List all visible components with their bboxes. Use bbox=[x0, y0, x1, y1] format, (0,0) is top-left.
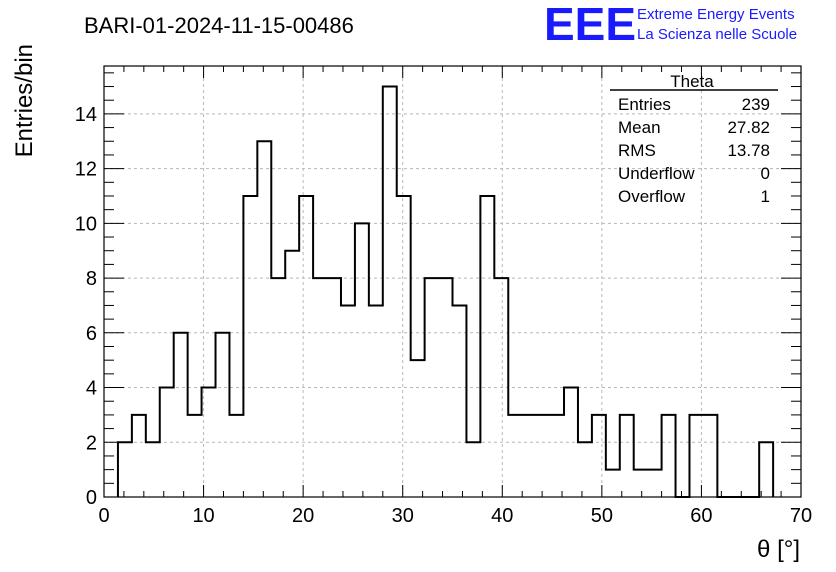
histogram-bin bbox=[216, 333, 230, 497]
stats-box: Theta Entries 239 Mean 27.82 RMS 13.78 U… bbox=[610, 72, 778, 206]
stats-label-underflow: Underflow bbox=[618, 164, 695, 183]
histogram-bin bbox=[466, 442, 480, 497]
histogram-bin bbox=[606, 470, 620, 497]
histogram-bin bbox=[118, 442, 132, 497]
histogram-bin bbox=[397, 196, 411, 497]
stats-label-mean: Mean bbox=[618, 118, 661, 137]
histogram-bin bbox=[174, 333, 188, 497]
histogram-outline bbox=[116, 85, 775, 498]
y-tick-label: 6 bbox=[86, 323, 97, 345]
histogram-bin bbox=[703, 415, 717, 497]
histogram-bin bbox=[299, 196, 313, 497]
chart-title: BARI-01-2024-11-15-00486 bbox=[84, 13, 354, 38]
histogram-bin bbox=[229, 415, 243, 497]
histogram-bin bbox=[536, 415, 550, 497]
histogram-bin bbox=[383, 87, 397, 497]
stats-value-mean: 27.82 bbox=[727, 118, 770, 137]
y-tick-label: 2 bbox=[86, 432, 97, 454]
histogram-bin bbox=[522, 415, 536, 497]
x-tick-label: 10 bbox=[192, 505, 214, 527]
histogram-bin bbox=[550, 415, 564, 497]
histogram-bin bbox=[132, 415, 146, 497]
eee-logo: EEE Extreme Energy Events La Scienza nel… bbox=[544, 0, 797, 50]
histogram-bin bbox=[759, 442, 773, 497]
stats-label-entries: Entries bbox=[618, 95, 671, 114]
histogram-bin bbox=[188, 415, 202, 497]
histogram-bin bbox=[634, 470, 648, 497]
axis-ticks bbox=[103, 66, 802, 498]
logo-line-1: Extreme Energy Events bbox=[637, 6, 795, 23]
stats-value-entries: 239 bbox=[742, 95, 770, 114]
x-tick-label: 50 bbox=[591, 505, 613, 527]
y-tick-label: 10 bbox=[75, 213, 97, 235]
histogram-bin bbox=[480, 196, 494, 497]
histogram-bin bbox=[648, 470, 662, 497]
histogram-bin bbox=[508, 415, 522, 497]
histogram-series bbox=[116, 85, 775, 498]
stats-label-overflow: Overflow bbox=[618, 187, 686, 206]
y-tick-label: 14 bbox=[75, 104, 97, 126]
histogram-bin bbox=[578, 442, 592, 497]
x-tick-label: 40 bbox=[491, 505, 513, 527]
histogram-bin bbox=[243, 196, 257, 497]
histogram-bin bbox=[146, 442, 160, 497]
histogram-bin bbox=[592, 415, 606, 497]
x-tick-label: 0 bbox=[98, 505, 109, 527]
histogram-bin bbox=[620, 415, 634, 497]
y-tick-label: 4 bbox=[86, 378, 97, 400]
x-tick-label: 30 bbox=[392, 505, 414, 527]
plot-frame bbox=[103, 65, 802, 498]
x-axis-label: θ [°] bbox=[757, 536, 800, 563]
logo-line-2: La Scienza nelle Scuole bbox=[637, 26, 797, 43]
x-tick-label: 70 bbox=[790, 505, 812, 527]
x-tick-label: 20 bbox=[292, 505, 314, 527]
histogram-bin bbox=[662, 415, 676, 497]
stats-title: Theta bbox=[670, 72, 714, 91]
histogram-bin bbox=[453, 305, 467, 497]
stats-value-rms: 13.78 bbox=[727, 141, 770, 160]
logo-mark: EEE bbox=[544, 0, 636, 50]
histogram-bin bbox=[369, 305, 383, 497]
histogram-bin bbox=[285, 251, 299, 497]
y-axis-label: Entries/bin bbox=[11, 44, 38, 157]
histogram-bin bbox=[341, 305, 355, 497]
stats-value-overflow: 1 bbox=[761, 187, 770, 206]
stats-value-underflow: 0 bbox=[761, 164, 770, 183]
y-tick-label: 12 bbox=[75, 159, 97, 181]
stats-label-rms: RMS bbox=[618, 141, 656, 160]
histogram-bin bbox=[411, 360, 425, 497]
y-tick-label: 0 bbox=[86, 487, 97, 509]
histogram-bin bbox=[257, 141, 271, 497]
x-tick-label: 60 bbox=[690, 505, 712, 527]
histogram-bin bbox=[355, 223, 369, 497]
y-tick-label: 8 bbox=[86, 268, 97, 290]
